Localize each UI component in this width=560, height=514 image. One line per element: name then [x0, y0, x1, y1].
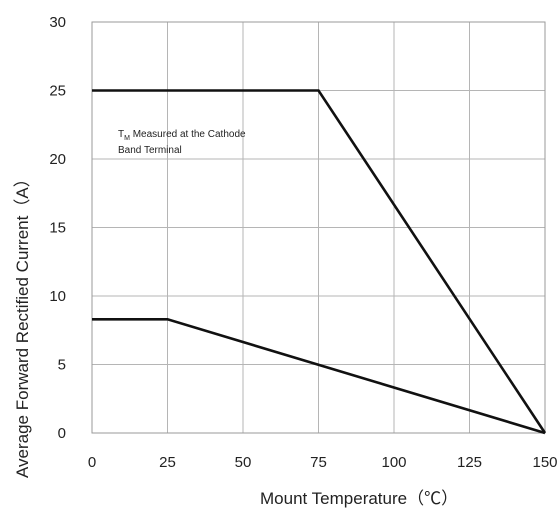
x-tick-label-150: 150: [532, 454, 557, 471]
y-tick-label-25: 25: [49, 83, 66, 100]
y-tick-label-10: 10: [49, 288, 66, 305]
x-tick-label-0: 0: [88, 454, 96, 471]
annotation-line-1: TM Measured at the Cathode: [118, 129, 246, 142]
grid: [92, 22, 545, 433]
x-tick-labels: 0 25 50 75 100 125 150: [88, 454, 558, 471]
series-group: [92, 89, 547, 435]
y-tick-labels: 0 5 10 15 20 25 30: [49, 14, 66, 442]
y-axis-title: Average Forward Rectified Current（A）: [13, 170, 32, 478]
y-tick-label-5: 5: [58, 357, 66, 374]
y-tick-label-0: 0: [58, 425, 66, 442]
annotation-t: T: [118, 129, 124, 140]
x-axis-title: Mount Temperature（℃）: [260, 489, 458, 508]
x-tick-label-25: 25: [159, 454, 176, 471]
x-tick-label-50: 50: [235, 454, 252, 471]
x-tick-label-100: 100: [381, 454, 406, 471]
x-tick-label-125: 125: [457, 454, 482, 471]
annotation-measured-text: Measured at the Cathode: [130, 129, 246, 140]
annotation-subscript: M: [124, 135, 130, 142]
series-line-2: [92, 317, 546, 435]
plot-frame: [91, 21, 546, 434]
series-line-1: [92, 89, 547, 434]
y-tick-label-30: 30: [49, 14, 66, 31]
x-tick-label-75: 75: [310, 454, 327, 471]
annotation-line-2: Band Terminal: [118, 145, 182, 156]
y-tick-label-15: 15: [49, 220, 66, 237]
y-tick-label-20: 20: [49, 151, 66, 168]
